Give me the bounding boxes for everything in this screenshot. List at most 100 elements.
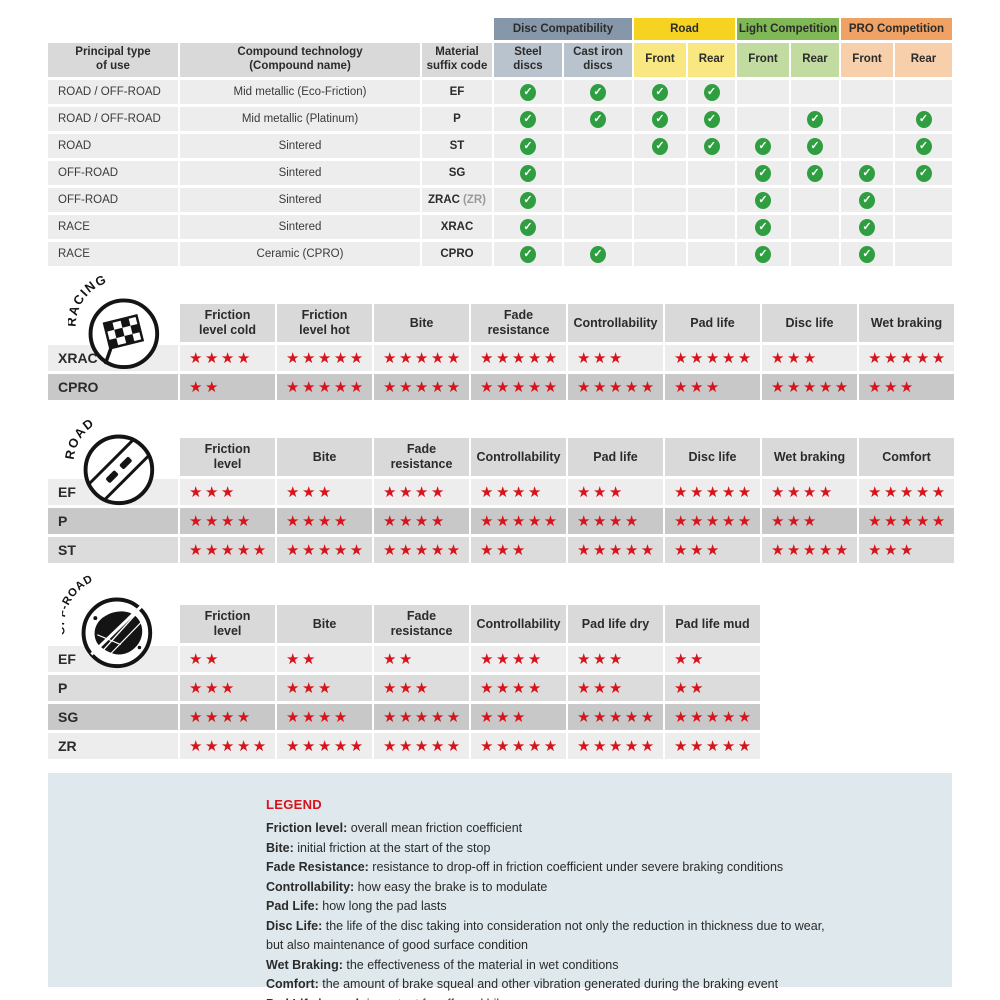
star-rating-cell: ★★★ <box>277 479 372 505</box>
star-rating-cell: ★★★★★ <box>180 537 275 563</box>
compat-subcolumn-header: Cast iron discs <box>564 43 632 77</box>
star-rating-cell: ★★ <box>277 646 372 672</box>
star-rating-cell: ★★★ <box>568 675 663 701</box>
star-rating-cell: ★★★★★ <box>665 345 760 371</box>
compat-check-cell: ✓ <box>895 161 952 185</box>
check-icon: ✓ <box>652 137 668 155</box>
stars-3-of-5: ★★★ <box>286 679 334 697</box>
stars-3-of-5: ★★★ <box>480 541 528 559</box>
star-rating-cell: ★★★★★ <box>859 508 954 534</box>
compat-check-cell <box>895 80 952 104</box>
star-rating-cell: ★★★★★ <box>277 537 372 563</box>
legend-term: Friction level: <box>266 821 348 835</box>
road-icon: ROAD <box>62 411 162 509</box>
star-rating-cell: ★★★★ <box>180 345 275 371</box>
stars-2-of-5: ★★ <box>189 650 221 668</box>
star-rating-cell: ★★★★★ <box>568 733 663 759</box>
compat-check-cell: ✓ <box>791 161 839 185</box>
star-rating-cell: ★★★ <box>471 537 566 563</box>
check-icon: ✓ <box>590 83 606 101</box>
check-icon: ✓ <box>755 218 771 236</box>
compat-check-cell <box>895 215 952 239</box>
compatibility-table: Disc Compatibility Road Light Competition P… <box>48 18 952 266</box>
check-icon: ✓ <box>915 164 932 182</box>
star-rating-cell: ★★★★ <box>374 508 469 534</box>
stars-4-of-5: ★★★★ <box>286 512 350 530</box>
compat-code-cell: CPRO <box>422 242 492 266</box>
compat-compound-cell: Ceramic (CPRO) <box>180 242 420 266</box>
legend-line: Comfort: the amount of brake squeal and … <box>266 977 779 991</box>
legend-term: Pad Life in mud: <box>266 997 363 1000</box>
compat-check-cell <box>737 107 789 131</box>
stars-5-of-5: ★★★★★ <box>383 349 463 367</box>
stars-5-of-5: ★★★★★ <box>674 708 754 726</box>
star-rating-cell: ★★★★★ <box>665 508 760 534</box>
compat-check-cell: ✓ <box>634 80 686 104</box>
check-icon: ✓ <box>807 164 823 182</box>
compat-check-cell <box>564 134 632 158</box>
star-rating-cell: ★★★★ <box>471 675 566 701</box>
star-rating-cell: ★★★★★ <box>568 704 663 730</box>
check-icon: ✓ <box>807 110 823 128</box>
star-rating-cell: ★★★★ <box>762 479 857 505</box>
check-icon: ✓ <box>520 83 536 101</box>
compat-use-cell: OFF-ROAD <box>48 161 178 185</box>
group-header-0: Disc Compatibility <box>494 18 632 40</box>
star-rating-cell: ★★★ <box>762 345 857 371</box>
stars-5-of-5: ★★★★★ <box>868 483 948 501</box>
compat-column-header-1: Compound technology (Compound name) <box>180 43 420 77</box>
compat-use-cell: OFF-ROAD <box>48 188 178 212</box>
compat-subcolumn-header: Steel discs <box>494 43 562 77</box>
star-rating-cell: ★★★ <box>665 374 760 400</box>
star-rating-cell: ★★★ <box>277 675 372 701</box>
stars-5-of-5: ★★★★★ <box>480 512 560 530</box>
star-rating-cell: ★★★★★ <box>277 345 372 371</box>
compat-check-cell <box>564 215 632 239</box>
compound-label: P <box>48 508 178 534</box>
star-rating-cell: ★★★★ <box>471 479 566 505</box>
star-rating-cell: ★★ <box>180 646 275 672</box>
stars-5-of-5: ★★★★★ <box>577 708 657 726</box>
star-rating-cell: ★★★★★ <box>374 345 469 371</box>
check-icon: ✓ <box>755 164 771 182</box>
star-rating-cell: ★★★★ <box>180 508 275 534</box>
star-rating-cell: ★★★★★ <box>471 374 566 400</box>
racing-rating-table: Friction level cold Friction level hot Bit… <box>48 304 954 400</box>
star-rating-cell: ★★★★ <box>277 704 372 730</box>
compat-subcolumn-header: Rear <box>688 43 735 77</box>
compat-code-cell: ST <box>422 134 492 158</box>
stars-4-of-5: ★★★★ <box>480 483 544 501</box>
compat-check-cell: ✓ <box>634 107 686 131</box>
star-rating-cell: ★★★★★ <box>665 479 760 505</box>
stars-3-of-5: ★★★ <box>189 679 237 697</box>
compat-code-cell: ZRAC (ZR) <box>422 188 492 212</box>
rating-column-header: Pad life <box>568 438 663 476</box>
stars-5-of-5: ★★★★★ <box>674 349 754 367</box>
compat-check-cell: ✓ <box>494 242 562 266</box>
stars-5-of-5: ★★★★★ <box>868 512 948 530</box>
road-rating-table: Friction level Bite Fade resistance Control… <box>48 438 954 563</box>
group-header-3: PRO Competition <box>841 18 952 40</box>
compat-column-header-0: Principal type of use <box>48 43 178 77</box>
compound-label: SG <box>48 704 178 730</box>
legend-line: Pad Life: how long the pad lasts <box>266 899 447 913</box>
star-rating-cell: ★★★ <box>568 345 663 371</box>
legend-line: Disc Life: the life of the disc taking i… <box>266 918 825 933</box>
compat-subcolumn-header: Rear <box>791 43 839 77</box>
star-rating-cell: ★★★ <box>762 508 857 534</box>
compat-compound-cell: Mid metallic (Eco-Friction) <box>180 80 420 104</box>
group-header-2: Light Competition <box>737 18 839 40</box>
checkered-flag <box>102 314 145 365</box>
compat-check-cell: ✓ <box>895 134 952 158</box>
stars-4-of-5: ★★★★ <box>189 708 253 726</box>
stars-4-of-5: ★★★★ <box>189 512 253 530</box>
star-rating-cell: ★★★★★ <box>568 537 663 563</box>
compat-check-cell <box>688 242 735 266</box>
stars-3-of-5: ★★★ <box>577 679 625 697</box>
compat-check-cell <box>841 80 893 104</box>
check-icon: ✓ <box>859 245 875 263</box>
compat-check-cell <box>895 188 952 212</box>
